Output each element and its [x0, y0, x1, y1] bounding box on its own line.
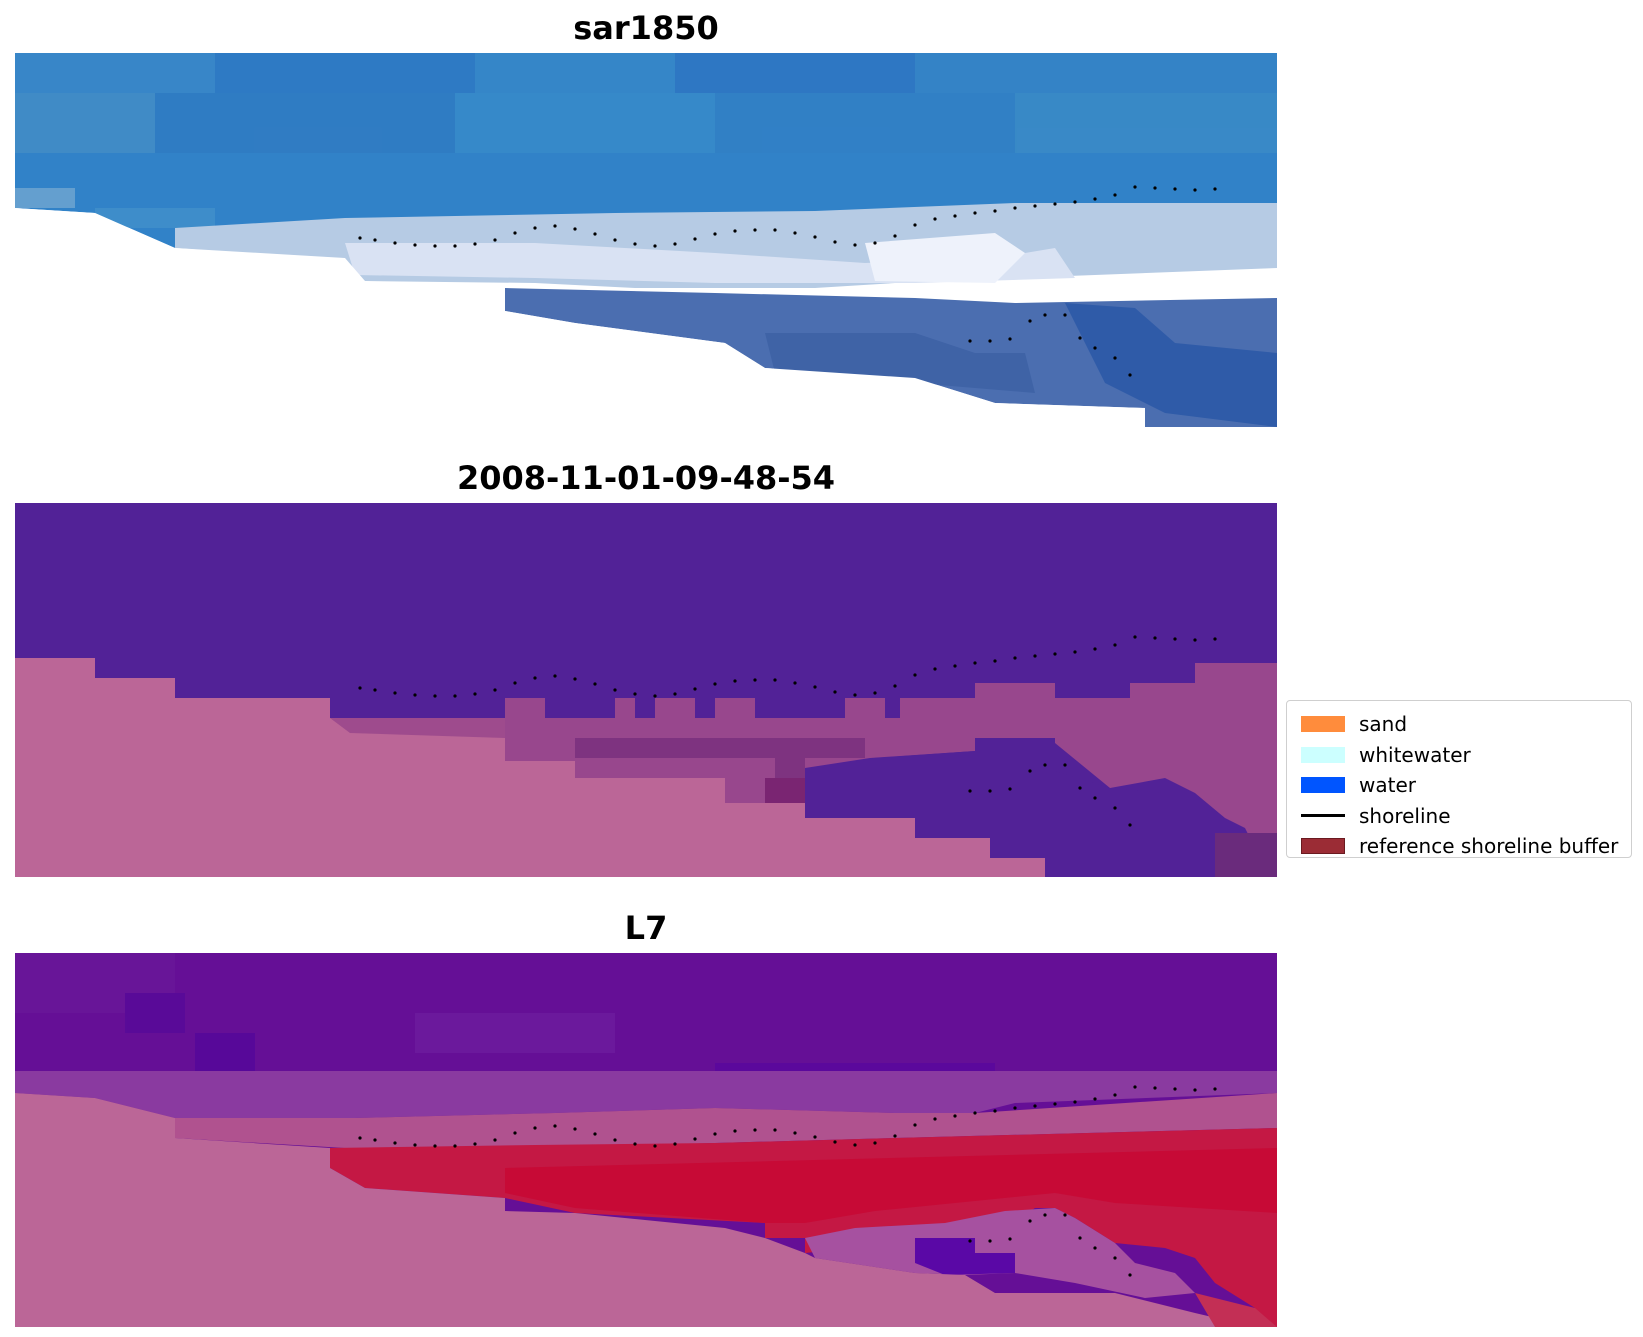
whitewater-swatch: [1301, 746, 1345, 763]
water-swatch: [1301, 777, 1345, 794]
shoreline-line-swatch: [1301, 814, 1345, 818]
legend-item-shoreline: shoreline: [1293, 801, 1625, 832]
legend-label-shoreline: shoreline: [1359, 803, 1451, 828]
panel-title-3: L7: [624, 909, 668, 947]
legend-item-sand: sand: [1293, 709, 1625, 740]
legend-label-sand: sand: [1359, 712, 1408, 737]
legend-item-whitewater: whitewater: [1293, 740, 1625, 771]
legend-label-whitewater: whitewater: [1359, 742, 1471, 767]
sand-swatch: [1301, 716, 1345, 733]
panel-1-image: [15, 53, 1277, 427]
legend-item-water: water: [1293, 770, 1625, 801]
l7-overlay-image: [15, 953, 1277, 1327]
legend-label-reference-buffer: reference shoreline buffer: [1359, 834, 1619, 859]
legend-label-water: water: [1359, 773, 1416, 798]
panel-title-2: 2008-11-01-09-48-54: [456, 459, 836, 497]
legend-item-reference-shoreline-buffer: reference shoreline buffer: [1293, 831, 1625, 862]
panel-2-image: [15, 503, 1277, 877]
panel-3-image: [15, 953, 1277, 1327]
panel-title-1: sar1850: [573, 9, 719, 47]
reference-buffer-swatch: [1301, 838, 1345, 855]
legend: sand whitewater water shoreline referenc…: [1286, 700, 1632, 858]
classified-image: [15, 503, 1277, 877]
sar1850-rgb-image: [15, 53, 1277, 427]
